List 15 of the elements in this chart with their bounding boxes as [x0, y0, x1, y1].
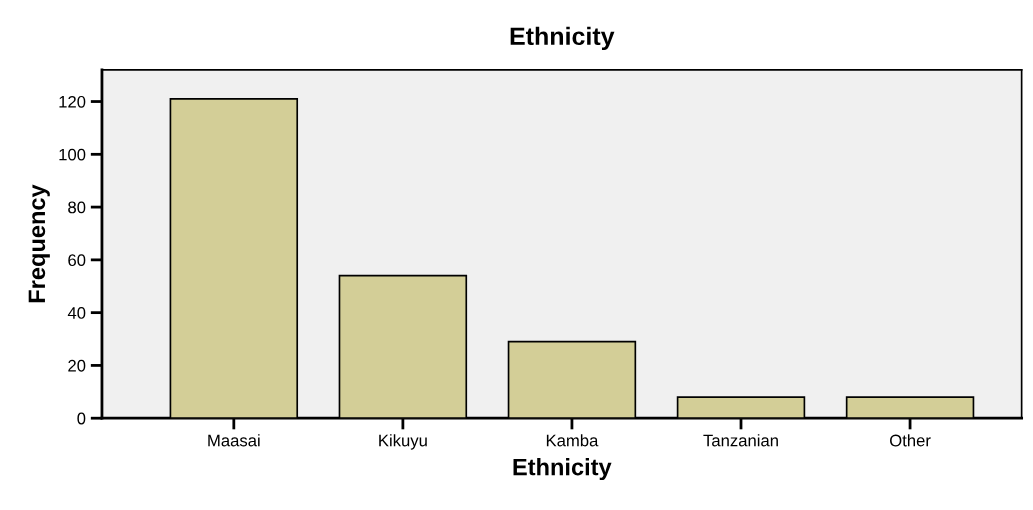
x-tick-label: Kikuyu [379, 434, 427, 450]
y-tick-label: 60 [68, 254, 86, 267]
y-tick-label: 100 [59, 148, 86, 161]
y-tick-label: 80 [68, 201, 86, 214]
x-tick-label: Maasai [208, 434, 260, 447]
chart-title: Ethnicity [510, 26, 615, 51]
y-tick-label: 0 [77, 412, 86, 425]
y-tick-label: 20 [68, 359, 86, 372]
y-axis-title: Frequency [28, 184, 50, 303]
x-axis-title: Ethnicity [513, 458, 612, 481]
x-tick-label: Kamba [546, 434, 599, 447]
y-tick-label: 120 [59, 95, 86, 108]
x-tick-label: Other [890, 434, 931, 447]
x-tick-label: Tanzanian [703, 434, 778, 447]
y-tick-label: 40 [67, 307, 86, 319]
